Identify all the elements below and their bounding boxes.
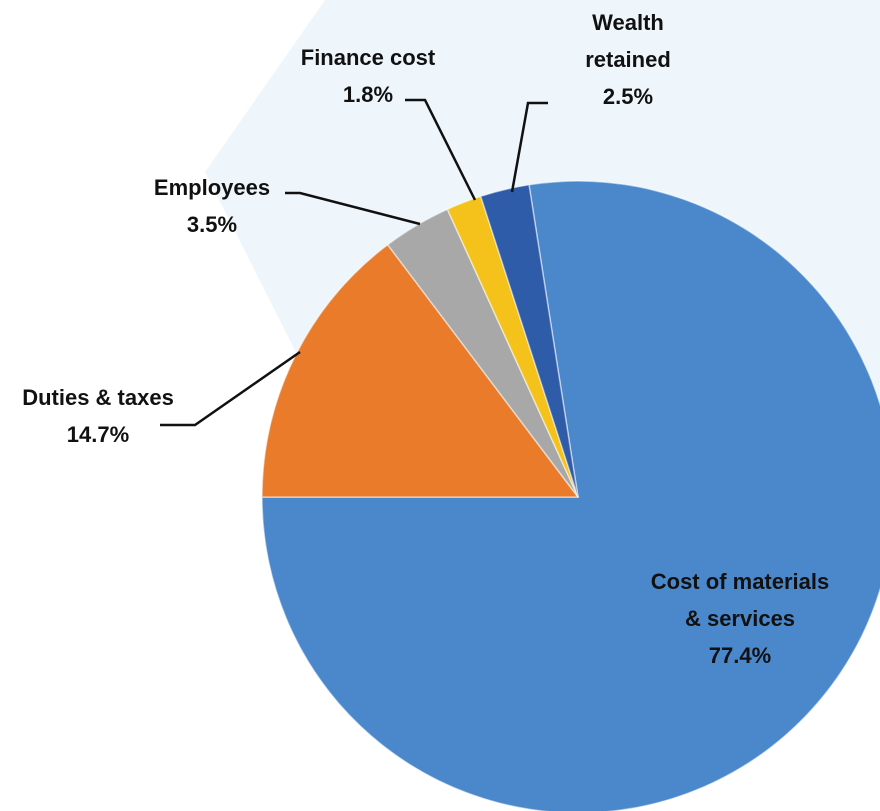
leader-line (160, 350, 301, 427)
leader-line (510, 101, 548, 193)
value-label: 77.4% (708, 643, 772, 668)
value-label: 2.5% (602, 84, 654, 109)
slice-label: Wealth retained 2.5% (568, 4, 688, 115)
category-name: Cost of materials & services (650, 569, 830, 631)
leader-line (405, 98, 477, 201)
slice-label: Cost of materials & services 77.4% (640, 563, 840, 674)
slice-label: Finance cost 1.8% (268, 39, 468, 113)
category-name: Duties & taxes (22, 385, 174, 410)
category-name: Employees (153, 175, 271, 200)
slice-label: Duties & taxes 14.7% (0, 379, 208, 453)
leader-line (285, 191, 421, 226)
slice-label: Employees 3.5% (122, 169, 302, 243)
value-label: 1.8% (342, 82, 394, 107)
pie-slice (261, 180, 880, 811)
pie-slice (479, 183, 579, 498)
category-name: Wealth retained (585, 10, 671, 72)
category-name: Finance cost (300, 45, 436, 70)
value-label: 3.5% (186, 212, 238, 237)
value-label: 14.7% (66, 422, 130, 447)
